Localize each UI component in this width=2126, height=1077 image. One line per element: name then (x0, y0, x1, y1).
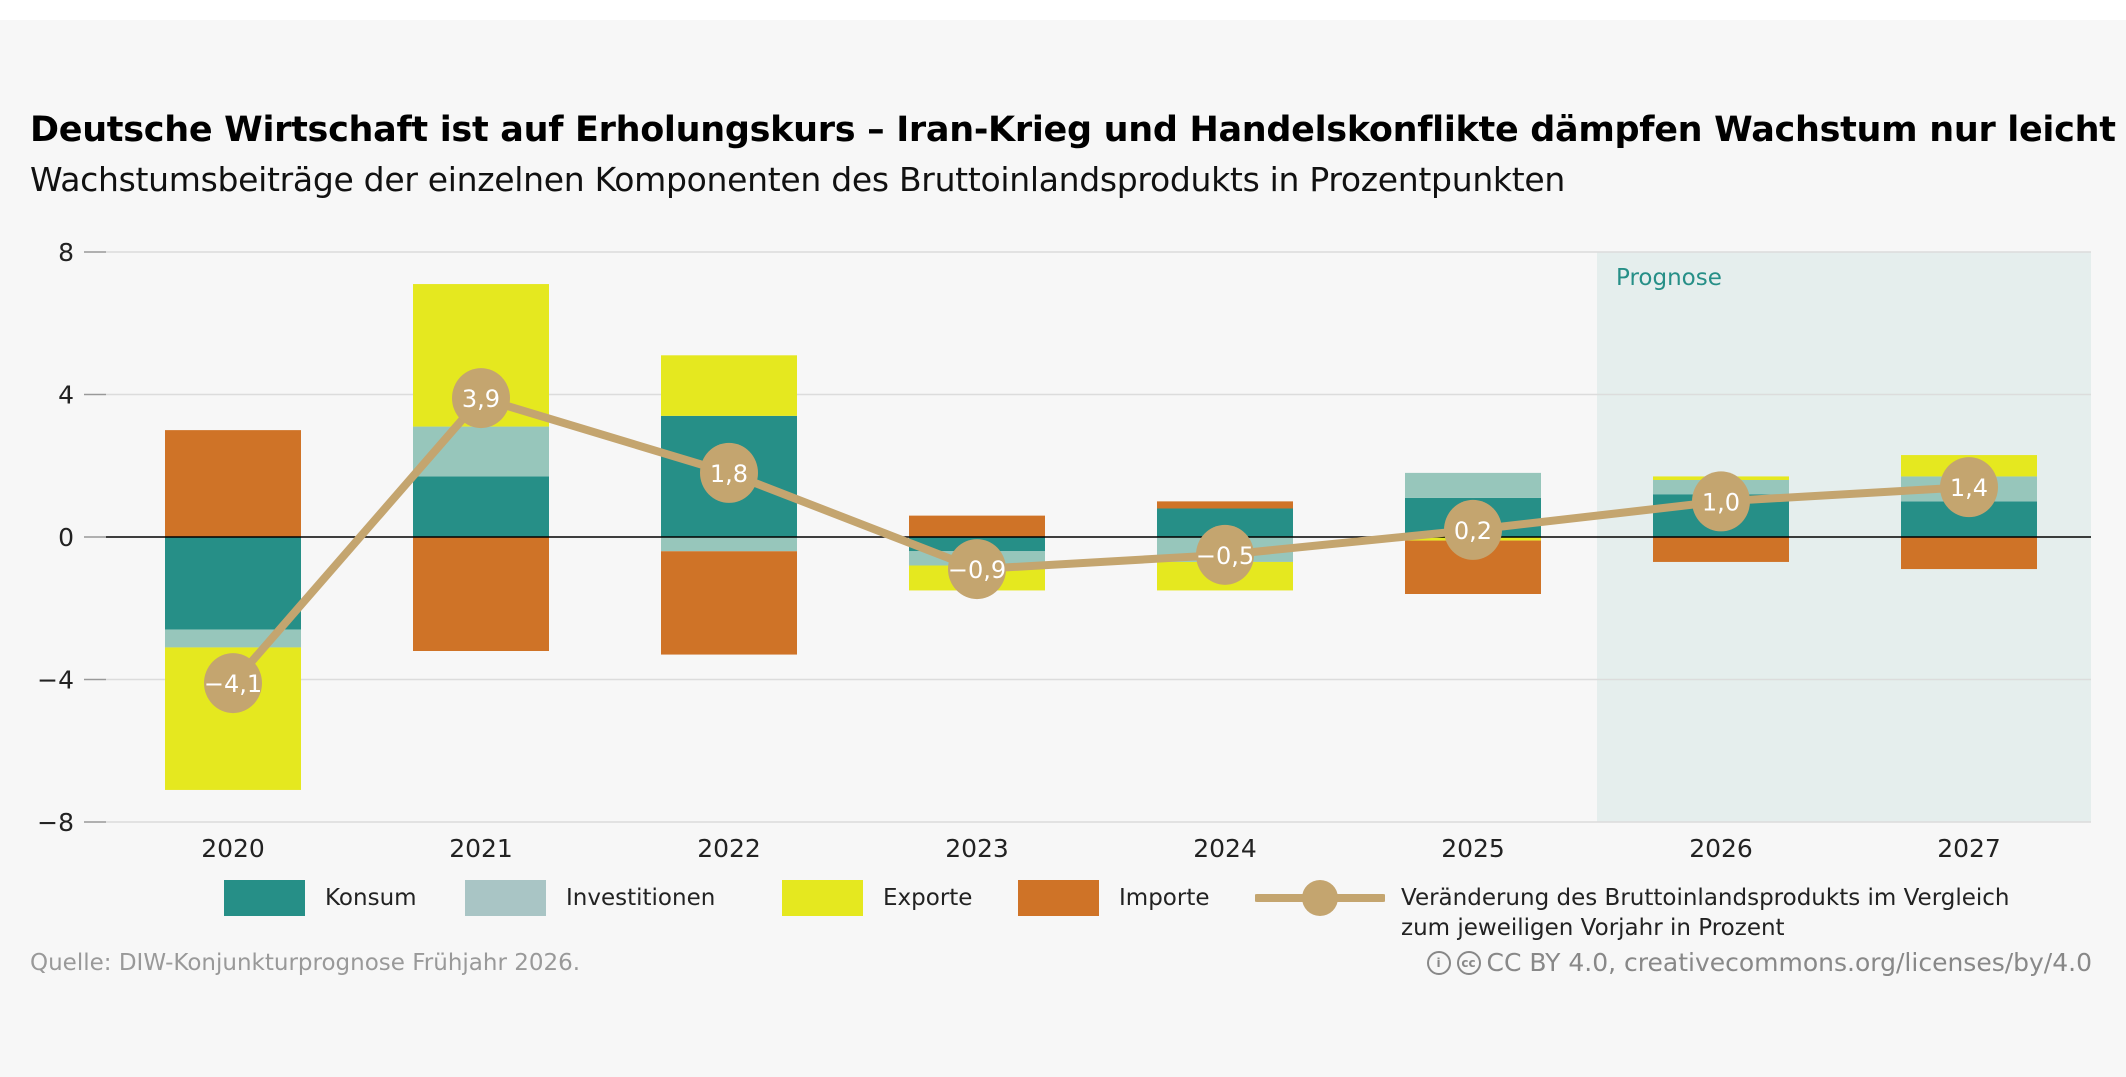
x-tick-label: 2022 (697, 834, 761, 863)
y-tick-label: 8 (58, 238, 74, 267)
gdp-point-2024 (1196, 524, 1254, 585)
gdp-point-2021 (452, 368, 510, 429)
x-tick-label: 2020 (201, 834, 265, 863)
gdp-point-2022 (700, 442, 758, 503)
y-tick-label: 4 (58, 381, 74, 410)
legend-label: Veränderung des Bruttoinlandsprodukts im… (1401, 885, 2010, 911)
gdp-data-label: 1,8 (710, 460, 748, 488)
y-tick-label: −4 (37, 666, 74, 695)
bar-segment-importe-2021 (413, 537, 549, 651)
gdp-point-2026 (1692, 471, 1750, 532)
legend-item-importe: Importe (1018, 878, 1209, 918)
gdp-point-2027 (1940, 457, 1998, 518)
bar-segment-konsum-2020 (165, 537, 301, 630)
bar-segment-konsum-2021 (413, 476, 549, 537)
gdp-point-2025 (1444, 499, 1502, 560)
license-text: CC BY 4.0, creativecommons.org/licenses/… (1486, 948, 2092, 977)
legend-item-investitionen: Investitionen (465, 878, 715, 918)
gdp-data-label: 0,2 (1454, 517, 1492, 545)
gdp-point-2023 (948, 539, 1006, 600)
bar-segment-importe-2020 (165, 430, 301, 537)
legend-swatch-exporte (782, 880, 863, 916)
x-tick-label: 2027 (1937, 834, 2001, 863)
gdp-point-2020 (204, 653, 262, 714)
legend-label: zum jeweiligen Vorjahr in Prozent (1401, 915, 1785, 941)
gdp-data-label: −4,1 (204, 670, 262, 698)
cc-icon: cc (1456, 950, 1481, 975)
bar-segment-exporte-2022 (661, 355, 797, 416)
legend-label: Importe (1119, 885, 1210, 911)
legend-label: Investitionen (566, 885, 716, 911)
bar-segment-investitionen-2022 (661, 537, 797, 552)
legend-item-bip: Veränderung des Bruttoinlandsprodukts im… (1255, 878, 2010, 943)
bar-segment-importe-2022 (661, 551, 797, 655)
legend-swatch-importe (1018, 880, 1099, 916)
cc-by-icon: i (1426, 950, 1451, 975)
legend-item-exporte: Exporte (782, 878, 972, 918)
source-note: Quelle: DIW-Konjunkturprognose Frühjahr … (30, 950, 581, 976)
y-tick-label: 0 (58, 523, 74, 552)
bar-segment-importe-2023 (909, 515, 1045, 537)
bar-segment-importe-2026 (1653, 537, 1789, 562)
gdp-data-label: −0,9 (948, 556, 1006, 584)
gdp-data-label: 1,0 (1702, 488, 1740, 516)
gdp-line (229, 394, 1970, 686)
x-tick-label: 2025 (1441, 834, 1505, 863)
gdp-data-label: 1,4 (1950, 474, 1988, 502)
x-tick-label: 2026 (1689, 834, 1753, 863)
y-tick-label: −8 (37, 808, 74, 837)
chart-subtitle: Wachstumsbeiträge der einzelnen Komponen… (30, 160, 1566, 199)
legend-label: Konsum (325, 885, 417, 911)
bar-segment-investitionen-2025 (1405, 472, 1541, 498)
legend-line-marker-icon (1255, 880, 1385, 916)
chart-title: Deutsche Wirtschaft ist auf Erholungskur… (30, 110, 2116, 150)
bar-segment-importe-2027 (1901, 537, 2037, 570)
bar-segment-importe-2024 (1157, 501, 1293, 509)
x-tick-label: 2024 (1193, 834, 1257, 863)
gdp-data-label: −0,5 (1196, 542, 1254, 570)
legend-item-konsum: Konsum (224, 878, 417, 918)
legend-label: Exporte (883, 885, 973, 911)
license-note: i cc CC BY 4.0, creativecommons.org/lice… (1426, 948, 2092, 977)
legend-swatch-konsum (224, 880, 305, 916)
x-tick-label: 2023 (945, 834, 1009, 863)
forecast-label: Prognose (1616, 265, 1722, 291)
legend-swatch-investitionen (465, 880, 546, 916)
gdp-data-label: 3,9 (462, 385, 500, 413)
x-tick-label: 2021 (449, 834, 513, 863)
